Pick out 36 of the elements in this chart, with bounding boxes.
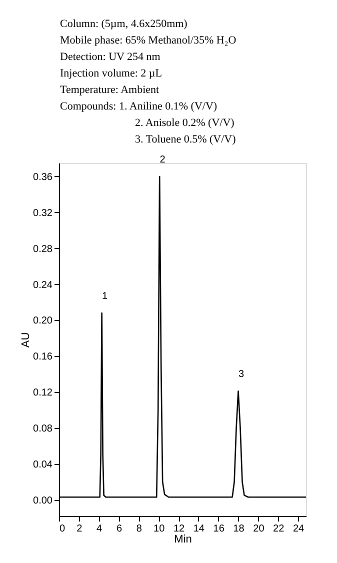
y-tick-label: 0.08: [33, 423, 53, 434]
text: Injection volume: 2 µL: [60, 68, 162, 80]
y-tick-label: 0.16: [33, 352, 53, 363]
text: Detection: UV 254 nm: [60, 51, 161, 63]
x-tick-label: 20: [253, 524, 265, 534]
x-tick-label: 18: [233, 524, 245, 534]
text: 3. Toluene 0.5% (V/V): [135, 134, 236, 146]
y-tick-label: 0.36: [33, 172, 53, 183]
y-axis-title: AU: [20, 332, 32, 348]
y-tick-label: 0.28: [33, 244, 53, 255]
y-tick-label: 0.20: [33, 316, 53, 327]
x-tick-label: 16: [213, 524, 225, 534]
x-axis-title: Min: [174, 534, 192, 546]
annotation: 2: [160, 154, 166, 166]
text: Compounds: 1. Aniline 0.1% (V/V): [60, 100, 218, 112]
text: 2. Anisole 0.2% (V/V): [135, 117, 235, 129]
text: Temperature: Ambient: [60, 84, 160, 96]
x-tick-label: 6: [116, 524, 122, 534]
x-tick-label: 2: [76, 524, 83, 534]
x-tick-label: 8: [136, 524, 142, 534]
x-tick-label: 14: [193, 524, 205, 534]
text: Mobile phase: 65% Methanol/35% H₂O: [60, 34, 236, 46]
text: Column: (5µm, 4.6x250mm): [60, 18, 188, 30]
x-tick-label: 22: [273, 524, 285, 534]
y-tick-label: 0.00: [33, 495, 53, 506]
x-tick-label: 10: [154, 524, 166, 534]
y-tick-label: 0.12: [33, 388, 53, 399]
x-tick-label: 12: [173, 524, 186, 534]
y-tick-label: 0.04: [33, 459, 53, 470]
y-tick-label: 0.32: [33, 208, 53, 219]
y-tick-label: 0.24: [33, 280, 53, 291]
x-tick-label: 0: [60, 524, 66, 534]
x-tick-label: 24: [292, 524, 305, 534]
x-tick-label: 4: [96, 524, 103, 534]
annotation: 1: [102, 291, 108, 302]
annotation: 3: [238, 369, 244, 380]
